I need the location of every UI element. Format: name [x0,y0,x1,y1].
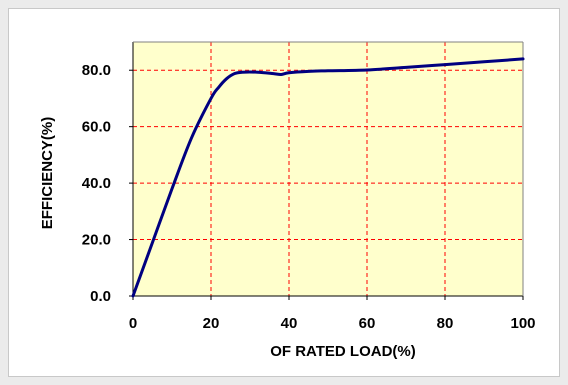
series-group [131,57,525,298]
x-tick-labels: 0 20 40 60 80 100 [129,296,536,332]
y-tick-labels: 0.0 20.0 40.0 60.0 80.0 [82,62,133,305]
y-tick-label: 0.0 [90,288,111,305]
y-axis-title: EFFICIENCY(%) [39,117,56,230]
x-axis-title: OF RATED LOAD(%) [270,343,416,360]
x-tick-label: 100 [510,315,535,332]
y-tick-label: 20.0 [82,232,111,249]
plot-area [133,42,523,296]
x-tick-label: 20 [203,315,220,332]
x-tick-label: 80 [437,315,454,332]
efficiency-series-line [131,57,525,298]
axes [132,41,524,297]
y-tick-label: 40.0 [82,175,111,192]
x-tick-label: 0 [129,315,137,332]
y-tick-label: 60.0 [82,119,111,136]
x-tick-label: 40 [281,315,298,332]
x-tick-label: 60 [359,315,376,332]
y-tick-label: 80.0 [82,62,111,79]
